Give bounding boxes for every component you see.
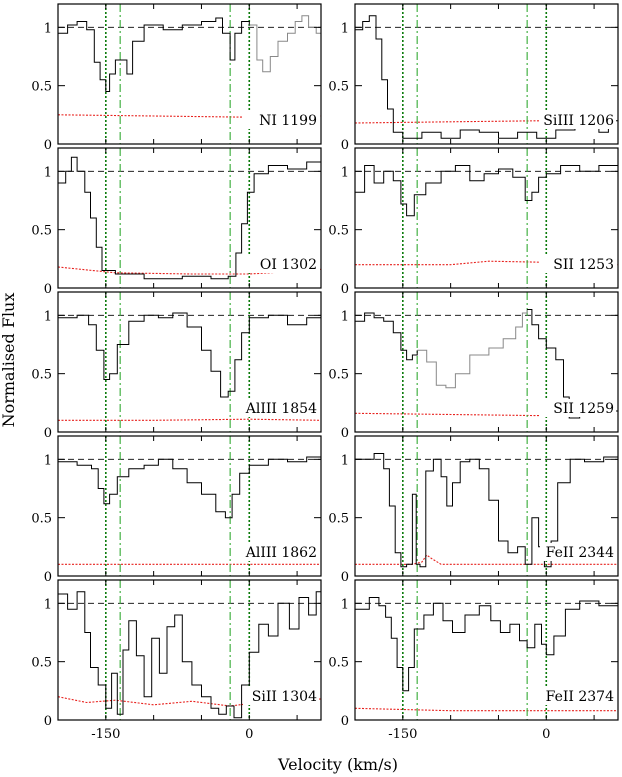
x-tick-label: 0 (245, 727, 253, 742)
y-tick-label: 1 (341, 597, 349, 612)
ion-label: SiII 1304 (252, 689, 317, 705)
spectrum-panel: 0 0.5 1 -150 0 FeII 2374 (328, 579, 619, 742)
y-tick-label: 0.5 (328, 512, 349, 527)
flux-spectrum (58, 17, 250, 92)
spectrum-panel: 0 0.5 1 FeII 2344 (328, 435, 619, 585)
y-tick-label: 0.5 (31, 80, 52, 95)
flux-spectrum-masked (417, 309, 528, 389)
panel-frame (57, 3, 322, 145)
panel-frame (354, 3, 619, 145)
ion-label-bg (243, 543, 319, 561)
error-spectrum (354, 707, 618, 712)
panel-frame (57, 435, 322, 577)
ion-label-bg (540, 255, 616, 273)
y-tick-label: 0.5 (31, 512, 52, 527)
ion-label: AlIII 1854 (245, 401, 317, 417)
spectrum-panel: 0 0.5 1 -150 0 SiII 1304 (31, 579, 322, 742)
ion-label: SII 1259 (553, 401, 614, 417)
y-tick-label: 0 (44, 570, 52, 585)
error-spectrum (57, 114, 322, 118)
y-tick-label: 1 (44, 309, 52, 324)
flux-spectrum (58, 591, 322, 719)
y-tick-label: 1 (44, 453, 52, 468)
panel-frame (57, 147, 322, 289)
ion-label-bg (243, 255, 319, 273)
flux-spectrum (355, 165, 619, 217)
ion-label-bg (243, 111, 319, 129)
ion-label: OI 1302 (260, 257, 317, 273)
y-tick-label: 0.5 (31, 368, 52, 383)
y-tick-label: 1 (341, 309, 349, 324)
spectrum-panel: 0 0.5 1 SiIII 1206 (328, 3, 619, 153)
y-tick-label: 1 (44, 165, 52, 180)
y-tick-label: 0 (341, 282, 349, 297)
y-tick-label: 0.5 (328, 368, 349, 383)
panel-frame (57, 291, 322, 433)
y-tick-label: 0.5 (328, 80, 349, 95)
ion-label-bg (540, 399, 616, 417)
panel-frame (354, 435, 619, 577)
ion-label-bg (540, 543, 616, 561)
x-tick-label: -150 (91, 727, 120, 742)
y-tick-label: 0.5 (328, 656, 349, 671)
y-tick-label: 1 (341, 21, 349, 36)
spectrum-panel: 0 0.5 1 AlIII 1854 (31, 291, 322, 441)
x-axis-label: Velocity (km/s) (277, 755, 398, 774)
spectrum-panel: 0 0.5 1 NI 1199 (31, 3, 322, 153)
ion-label: AlIII 1862 (245, 545, 317, 561)
y-tick-label: 0 (341, 426, 349, 441)
ion-label-bg (540, 687, 616, 705)
y-tick-label: 0.5 (31, 656, 52, 671)
ion-label: FeII 2374 (546, 689, 614, 705)
panel-frame (57, 579, 322, 721)
x-tick-label: -150 (388, 727, 417, 742)
y-tick-label: 0 (44, 282, 52, 297)
ion-label-bg (243, 399, 319, 417)
flux-spectrum (58, 456, 322, 519)
spectrum-panel: 0 0.5 1 SII 1259 (328, 291, 619, 441)
spectrum-panel: 0 0.5 1 AlIII 1862 (31, 435, 322, 585)
ion-label: SII 1253 (553, 257, 614, 273)
spectrum-panel: 0 0.5 1 OI 1302 (31, 147, 322, 297)
panel-frame (354, 147, 619, 289)
y-tick-label: 0 (44, 714, 52, 729)
y-tick-label: 0 (341, 714, 349, 729)
x-tick-label: 0 (542, 727, 550, 742)
flux-spectrum-masked (249, 15, 322, 73)
y-tick-label: 1 (44, 21, 52, 36)
flux-spectrum (58, 312, 322, 398)
y-tick-label: 1 (44, 597, 52, 612)
ion-label: SiIII 1206 (543, 113, 614, 129)
spectrum-panel: 0 0.5 1 SII 1253 (328, 147, 619, 297)
flux-spectrum (58, 156, 322, 280)
y-tick-label: 0 (341, 138, 349, 153)
flux-spectrum (355, 312, 418, 361)
y-tick-label: 0.5 (31, 224, 52, 239)
ion-label: FeII 2344 (546, 545, 614, 561)
error-spectrum (57, 696, 322, 707)
flux-spectrum (355, 597, 619, 692)
error-spectrum (58, 418, 322, 421)
y-tick-label: 0 (44, 426, 52, 441)
ion-label: NI 1199 (259, 113, 317, 129)
panel-frame (354, 579, 619, 721)
ion-label-bg (243, 687, 319, 705)
y-tick-label: 0 (44, 138, 52, 153)
ion-label-bg (540, 111, 616, 129)
y-tick-label: 0.5 (328, 224, 349, 239)
y-tick-label: 1 (341, 453, 349, 468)
y-tick-label: 0 (341, 570, 349, 585)
panel-frame (354, 291, 619, 433)
y-tick-label: 1 (341, 165, 349, 180)
y-axis-label: Normalised Flux (0, 293, 18, 428)
